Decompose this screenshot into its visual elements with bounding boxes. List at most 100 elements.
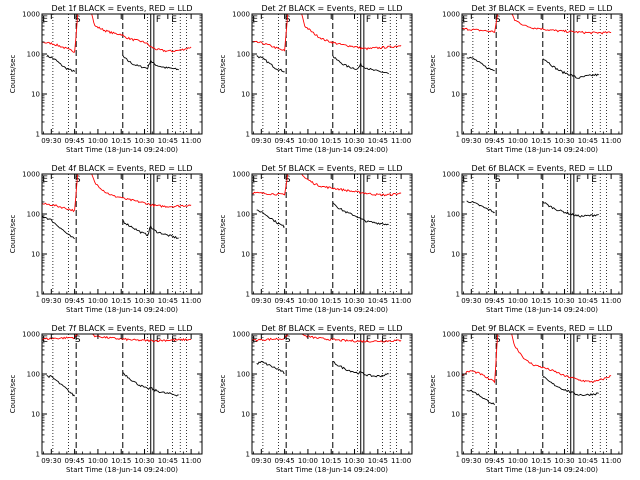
event-marker: S [285, 175, 291, 185]
x-tick-label: 10:00 [508, 137, 528, 145]
y-tick-label: 100 [447, 51, 460, 59]
event-marker: E [591, 335, 597, 345]
plot-frame [41, 173, 203, 295]
event-marker: S [285, 15, 291, 25]
plot-frame [251, 13, 413, 135]
events-series-line [466, 56, 599, 79]
x-tick-label: 09:30 [251, 457, 271, 465]
panel-title: Det 5f BLACK = Events, RED = LLD [261, 164, 402, 173]
x-tick-label: 10:30 [134, 137, 154, 145]
lld-series-line [42, 334, 192, 343]
event-marker: F [156, 15, 161, 25]
y-tick-label: 100 [237, 211, 250, 219]
events-series-line [256, 360, 389, 378]
event-marker: S [285, 335, 291, 345]
x-axis-label: Start Time (18-Jun-14 09:24:00) [486, 146, 598, 154]
y-tick-label: 1 [456, 451, 460, 459]
y-tick-label: 100 [447, 211, 460, 219]
event-marker: E [381, 175, 387, 185]
x-axis-label: Start Time (18-Jun-14 09:24:00) [66, 466, 178, 474]
x-tick-label: 10:15 [321, 457, 341, 465]
panel-title: Det 7f BLACK = Events, RED = LLD [51, 324, 192, 333]
x-tick-label: 09:30 [251, 137, 271, 145]
x-tick-label: 10:30 [134, 297, 154, 305]
y-tick-label: 1000 [442, 171, 460, 179]
y-tick-label: 100 [27, 211, 40, 219]
panel-title: Det 9f BLACK = Events, RED = LLD [471, 324, 612, 333]
y-tick-label: 1000 [232, 171, 250, 179]
event-marker: S [495, 335, 501, 345]
x-tick-label: 09:30 [461, 297, 481, 305]
x-tick-label: 11:00 [601, 457, 621, 465]
event-marker: E [171, 15, 177, 25]
y-tick-label: 1 [456, 291, 460, 299]
lld-series-line [252, 174, 402, 197]
event-marker: E [381, 335, 387, 345]
x-tick-label: 10:30 [344, 297, 364, 305]
events-series-line [42, 215, 179, 240]
x-tick-label: 09:30 [41, 457, 61, 465]
x-tick-label: 10:15 [321, 297, 341, 305]
event-marker: S [495, 175, 501, 185]
y-tick-label: 1000 [442, 331, 460, 339]
x-tick-label: 09:30 [461, 137, 481, 145]
y-tick-label: 1 [36, 291, 40, 299]
event-marker: E [42, 175, 48, 185]
x-tick-label: 10:00 [298, 297, 318, 305]
y-tick-label: 10 [451, 411, 460, 419]
x-tick-label: 10:45 [578, 137, 598, 145]
panel-title: Det 2f BLACK = Events, RED = LLD [261, 4, 402, 13]
event-marker: F [156, 175, 161, 185]
events-series-line [46, 372, 179, 397]
x-tick-label: 11:00 [181, 457, 201, 465]
y-tick-label: 1000 [442, 11, 460, 19]
y-axis-label: Counts/sec [219, 375, 227, 414]
plot-frame [41, 13, 203, 135]
plot-frame [251, 173, 413, 295]
plot-frame [461, 13, 623, 135]
event-marker: S [495, 15, 501, 25]
event-marker: F [576, 15, 581, 25]
y-tick-label: 10 [31, 251, 40, 259]
x-tick-label: 09:45 [485, 457, 505, 465]
event-marker: F [156, 335, 161, 345]
y-tick-label: 100 [237, 371, 250, 379]
event-marker: F [366, 175, 371, 185]
y-axis-label: Counts/sec [219, 55, 227, 94]
event-marker: E [171, 175, 177, 185]
y-tick-label: 10 [451, 91, 460, 99]
x-tick-label: 09:45 [275, 137, 295, 145]
x-tick-label: 09:45 [485, 137, 505, 145]
y-axis-label: Counts/sec [9, 215, 17, 254]
y-axis-label: Counts/sec [429, 55, 437, 94]
x-tick-label: 10:15 [111, 457, 131, 465]
lld-series-line [252, 334, 402, 343]
y-tick-label: 1 [246, 291, 250, 299]
x-tick-label: 10:15 [531, 297, 551, 305]
y-tick-label: 1 [36, 131, 40, 139]
x-axis-label: Start Time (18-Jun-14 09:24:00) [276, 306, 388, 314]
lld-series-line [462, 334, 612, 384]
x-tick-label: 10:30 [344, 457, 364, 465]
event-marker: S [75, 175, 81, 185]
lld-series-line [42, 14, 192, 53]
lld-series-line [252, 14, 402, 52]
events-series-line [256, 202, 389, 228]
y-tick-label: 10 [241, 251, 250, 259]
x-tick-label: 10:45 [158, 457, 178, 465]
x-axis-label: Start Time (18-Jun-14 09:24:00) [486, 306, 598, 314]
panel-title: Det 3f BLACK = Events, RED = LLD [471, 4, 612, 13]
x-tick-label: 09:45 [65, 297, 85, 305]
x-tick-label: 10:30 [554, 297, 574, 305]
event-marker: E [591, 175, 597, 185]
plot-frame [41, 333, 203, 455]
x-tick-label: 10:00 [298, 457, 318, 465]
event-marker: E [591, 15, 597, 25]
x-tick-label: 10:00 [508, 457, 528, 465]
